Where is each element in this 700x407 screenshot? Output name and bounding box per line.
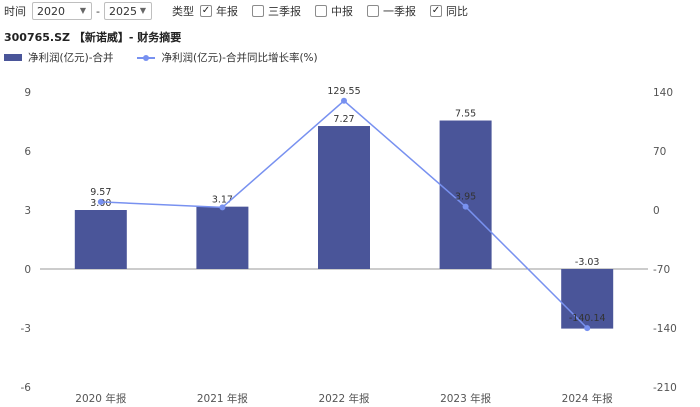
growth-point (341, 97, 347, 104)
line-data-label: 3.95 (455, 192, 476, 203)
legend-bar-swatch (4, 54, 22, 61)
checkbox-q1-box[interactable] (366, 5, 379, 17)
bar (74, 210, 127, 269)
chart-title: 300765.SZ 【新诺威】- 财务摘要 (4, 31, 182, 44)
chevron-down-icon: ▼ (79, 6, 86, 15)
bar (561, 269, 614, 329)
checkbox-yoy[interactable]: ✓ 同比 (429, 3, 468, 19)
checkbox-half-label: 中报 (330, 5, 353, 18)
growth-point (584, 325, 591, 332)
checkbox-annual-box[interactable]: ✓ (199, 5, 212, 17)
checkbox-q3-label: 三季报 (267, 5, 301, 18)
line-data-label: -140.14 (569, 313, 606, 324)
y-right-tick-label: -210 (653, 382, 677, 394)
x-tick-label: 2020 年报 (75, 392, 127, 405)
year-separator: - (96, 4, 100, 18)
checkbox-yoy-box[interactable]: ✓ (429, 5, 442, 17)
check-icon: ✓ (431, 5, 441, 16)
bar (439, 120, 492, 270)
checkbox-q3[interactable]: 三季报 (251, 3, 301, 19)
end-year-value: 2025 (108, 4, 137, 18)
checkbox-q3-box[interactable] (251, 5, 264, 17)
checkbox-half[interactable]: 中报 (314, 3, 353, 19)
checkbox-q1[interactable]: 一季报 (366, 3, 416, 19)
y-left-tick-label: -6 (21, 382, 32, 394)
bar-data-label: -3.03 (575, 257, 600, 268)
bar (318, 126, 370, 269)
legend-item-profit[interactable]: 净利润(亿元)-合并 (4, 50, 113, 65)
chevron-down-icon: ▼ (139, 6, 146, 15)
y-right-tick-label: 70 (653, 146, 666, 158)
growth-point (462, 203, 469, 210)
y-left-tick-label: -3 (21, 323, 31, 335)
checkbox-half-box[interactable] (314, 5, 327, 17)
x-tick-label: 2024 年报 (562, 392, 614, 405)
growth-point (97, 198, 104, 205)
line-data-label: 129.55 (327, 86, 360, 97)
y-right-tick-label: 140 (653, 87, 673, 99)
line-data-label: 9.57 (90, 187, 111, 198)
y-left-tick-label: 9 (24, 87, 31, 99)
y-right-tick-label: 0 (653, 205, 660, 217)
legend-label-profit: 净利润(亿元)-合并 (28, 52, 114, 64)
start-year-select[interactable]: 2020 ▼ (32, 2, 92, 20)
checkbox-yoy-label: 同比 (445, 5, 468, 18)
legend-item-growth[interactable]: 净利润(亿元)-合并同比增长率(%) (137, 50, 318, 65)
start-year-value: 2020 (37, 4, 65, 18)
end-year-select[interactable]: 2025 ▼ (103, 2, 152, 20)
checkbox-q1-label: 一季报 (382, 5, 416, 18)
x-tick-label: 2021 年报 (197, 392, 249, 405)
x-tick-label: 2023 年报 (440, 392, 492, 405)
bar-data-label: 7.27 (333, 114, 354, 125)
bar-data-label: 3.17 (212, 195, 233, 206)
checkbox-annual[interactable]: ✓ 年报 (199, 3, 238, 19)
legend-label-growth: 净利润(亿元)-合并同比增长率(%) (161, 52, 318, 64)
y-left-tick-label: 0 (24, 264, 31, 276)
chart-legend: 净利润(亿元)-合并 净利润(亿元)-合并同比增长率(%) (4, 50, 342, 65)
y-right-tick-label: -140 (653, 323, 677, 335)
type-label: 类型 (171, 5, 194, 18)
bar (196, 206, 249, 269)
checkbox-annual-label: 年报 (215, 5, 238, 18)
check-icon: ✓ (201, 5, 211, 16)
x-tick-label: 2022 年报 (318, 392, 370, 405)
time-label: 时间 (4, 5, 26, 18)
y-left-tick-label: 3 (24, 205, 31, 217)
legend-line-swatch (137, 54, 156, 62)
toolbar: 时间 2020 ▼ - 2025 ▼ 类型 ✓ 年报 三季报 中报 一季报 ✓ … (0, 0, 700, 22)
growth-point (219, 204, 226, 211)
y-left-tick-label: 6 (24, 146, 31, 158)
y-right-tick-label: -70 (653, 264, 670, 276)
bar-data-label: 7.55 (455, 109, 476, 120)
